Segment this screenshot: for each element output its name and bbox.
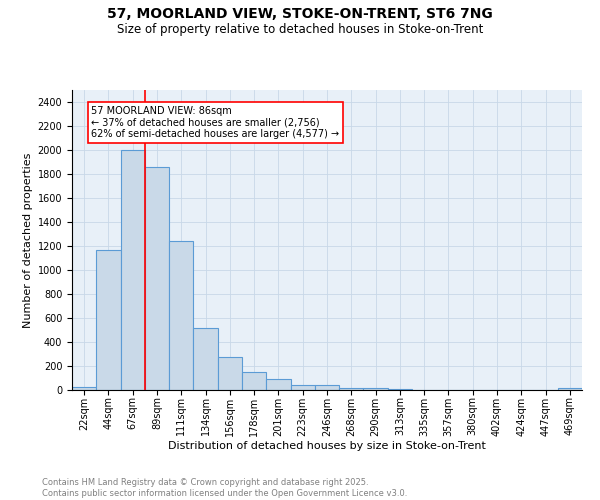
Bar (218, 357, 242, 390)
Bar (339, 388, 364, 390)
X-axis label: Distribution of detached houses by size in Stoke-on-Trent: Distribution of detached houses by size … (168, 441, 486, 451)
Bar (290, 384, 315, 390)
Text: Contains HM Land Registry data © Crown copyright and database right 2025.
Contai: Contains HM Land Registry data © Crown c… (42, 478, 407, 498)
Y-axis label: Number of detached properties: Number of detached properties (23, 152, 34, 328)
Bar (169, 240, 193, 390)
Text: 57 MOORLAND VIEW: 86sqm
← 37% of detached houses are smaller (2,756)
62% of semi: 57 MOORLAND VIEW: 86sqm ← 37% of detache… (91, 106, 340, 139)
Bar (315, 385, 339, 390)
Bar (193, 328, 218, 390)
Bar (242, 372, 266, 390)
Bar (96, 250, 121, 390)
Text: 57, MOORLAND VIEW, STOKE-ON-TRENT, ST6 7NG: 57, MOORLAND VIEW, STOKE-ON-TRENT, ST6 7… (107, 8, 493, 22)
Bar (266, 379, 290, 390)
Bar (558, 388, 582, 390)
Bar (364, 388, 388, 390)
Bar (72, 387, 96, 390)
Text: Size of property relative to detached houses in Stoke-on-Trent: Size of property relative to detached ho… (117, 22, 483, 36)
Bar (121, 150, 145, 390)
Bar (145, 167, 169, 390)
